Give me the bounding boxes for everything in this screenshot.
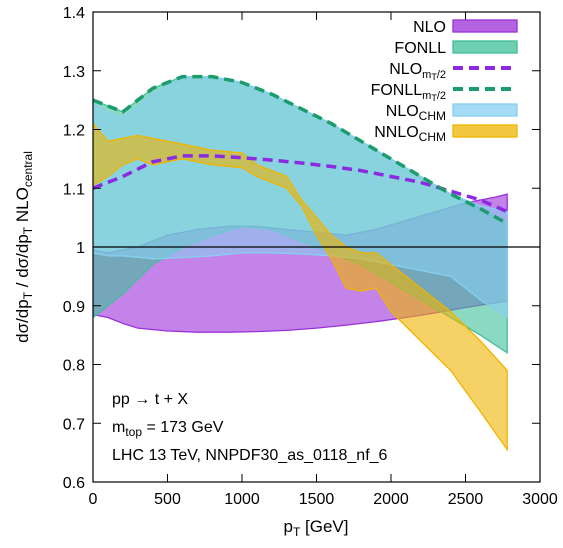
legend-label-nlo: NLO	[413, 19, 446, 36]
y-axis-ticks: 0.6 0.7 0.8 0.9 1 1.1 1.2 1.3 1.4	[63, 5, 540, 492]
y-tick-label: 1.2	[63, 123, 85, 140]
legend-label-nlo-chm: NLOCHM	[386, 103, 446, 123]
x-tick-label: 2500	[448, 491, 484, 508]
x-tick-label: 1000	[224, 491, 260, 508]
line-fonll-mt-2	[93, 74, 509, 226]
y-tick-label: 0.6	[63, 475, 85, 492]
series-bands	[93, 75, 508, 452]
legend-swatch-nlo	[452, 19, 518, 33]
x-tick-label: 3000	[522, 491, 558, 508]
legend-swatch-nlo-chm	[452, 103, 518, 117]
legend-swatch-nnlo-chm	[452, 124, 518, 138]
y-axis-label: dσ/dpT / dσ/dpT NLOcentral	[13, 151, 35, 343]
y-tick-label: 1.1	[63, 181, 85, 198]
y-tick-label: 0.7	[63, 416, 85, 433]
annotation-setup: LHC 13 TeV, NNPDF30_as_0118_nf_6	[112, 447, 388, 464]
x-tick-label: 2000	[373, 491, 409, 508]
legend-label-nnlo-chm: NNLOCHM	[374, 124, 446, 144]
legend-swatch-fonll	[452, 40, 518, 54]
x-axis-label: pT [GeV]	[284, 517, 349, 539]
legend-label-fonll-mt2: FONLLmT/2	[371, 82, 446, 103]
y-tick-label: 1.3	[63, 64, 85, 81]
series-lines	[93, 74, 509, 226]
x-tick-label: 1500	[299, 491, 335, 508]
x-tick-label: 500	[154, 491, 181, 508]
annotations: pp → t + X mtop = 173 GeV LHC 13 TeV, NN…	[112, 391, 388, 464]
legend-label-fonll: FONLL	[394, 40, 446, 57]
legend-label-nlo-mt2: NLOmT/2	[389, 61, 446, 82]
y-tick-label: 1	[76, 240, 85, 257]
annotation-process: pp → t + X	[112, 391, 188, 408]
x-axis-ticks: 0 500 1000 1500 2000 2500 3000	[89, 12, 558, 508]
y-tick-label: 0.8	[63, 358, 85, 375]
y-tick-label: 1.4	[63, 5, 85, 22]
x-tick-label: 0	[89, 491, 98, 508]
y-tick-label: 0.9	[63, 299, 85, 316]
legend: NLO FONLL NLOmT/2 FONLLmT/2 NLOCHM NNLOC…	[371, 19, 518, 144]
annotation-mass: mtop = 173 GeV	[112, 419, 224, 439]
